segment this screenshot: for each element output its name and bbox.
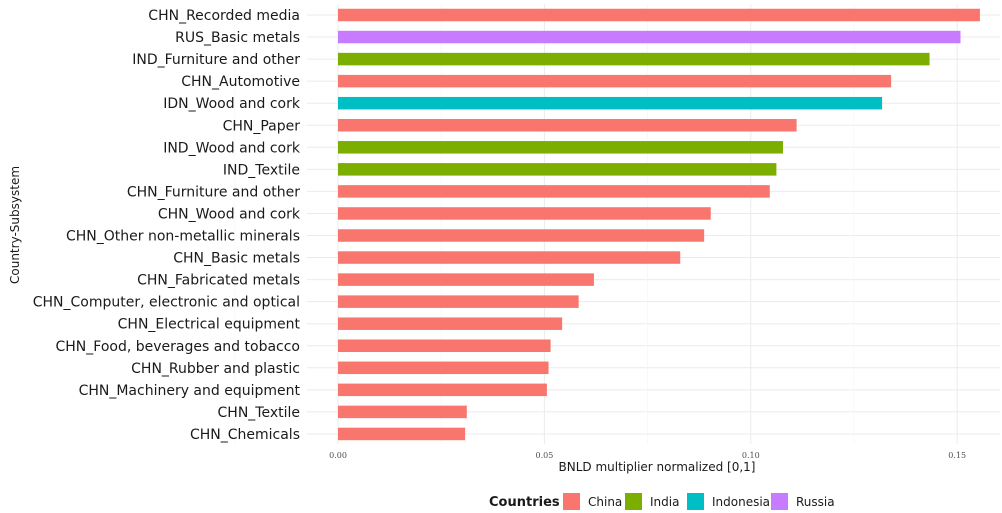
- category-label: CHN_Computer, electronic and optical: [33, 295, 300, 311]
- bar: [338, 229, 705, 242]
- bar: [338, 405, 467, 419]
- category-label: CHN_Food, beverages and tobacco: [56, 339, 301, 355]
- bar: [338, 207, 711, 220]
- bar: [338, 273, 594, 286]
- legend-label: Russia: [796, 495, 835, 509]
- category-label: CHN_Recorded media: [148, 8, 300, 24]
- legend: Countries China India Indonesia Russia: [489, 493, 835, 510]
- category-label: CHN_Paper: [223, 118, 301, 134]
- grid-lines: [234, 4, 1000, 444]
- legend-key: [771, 493, 788, 510]
- legend-key: [687, 493, 704, 510]
- category-label: IND_Furniture and other: [132, 52, 300, 68]
- category-label: CHN_Rubber and plastic: [131, 361, 300, 377]
- bar: [338, 141, 783, 154]
- legend-title: Countries: [489, 495, 560, 510]
- category-label: IND_Textile: [223, 162, 300, 178]
- category-label: CHN_Fabricated metals: [137, 273, 300, 289]
- bar: [338, 317, 563, 330]
- bar: [338, 251, 681, 264]
- bar: [338, 427, 466, 441]
- bar: [338, 361, 549, 375]
- legend-key: [625, 493, 642, 510]
- x-tick-label: 0.15: [948, 451, 966, 460]
- x-tick-label: 0.10: [742, 451, 760, 460]
- category-labels: CHN_Recorded media RUS_Basic metals IND_Fu…: [33, 8, 301, 443]
- bar: [338, 8, 980, 22]
- y-axis-title: Country-Subsystem: [8, 166, 22, 284]
- category-label: IND_Wood and cork: [163, 140, 301, 156]
- bar: [338, 96, 883, 110]
- category-label: IDN_Wood and cork: [163, 96, 301, 112]
- legend-label: Indonesia: [712, 495, 770, 509]
- x-tick-labels: 0.00 0.05 0.10 0.15: [329, 451, 966, 460]
- category-label: CHN_Furniture and other: [127, 184, 300, 200]
- x-axis-title: BNLD multiplier normalized [0,1]: [559, 460, 756, 474]
- category-label: RUS_Basic metals: [175, 30, 300, 46]
- legend-label: India: [650, 495, 679, 509]
- category-label: CHN_Chemicals: [190, 427, 300, 443]
- bar: [338, 119, 797, 132]
- bar-series: [338, 8, 980, 441]
- category-label: CHN_Other non-metallic minerals: [66, 229, 300, 245]
- bar: [338, 383, 547, 397]
- legend-key: [563, 493, 580, 510]
- x-tick-label: 0.05: [535, 451, 553, 460]
- bar: [338, 295, 579, 308]
- x-tick-label: 0.00: [329, 451, 347, 460]
- bar: [338, 74, 892, 88]
- bar: [338, 163, 777, 176]
- bar: [338, 30, 961, 44]
- legend-label: China: [588, 495, 622, 509]
- category-label: CHN_Machinery and equipment: [79, 383, 301, 399]
- category-label: CHN_Textile: [218, 405, 300, 421]
- category-label: CHN_Automotive: [181, 74, 300, 90]
- bar: [338, 339, 551, 352]
- bar: [338, 52, 930, 66]
- category-label: CHN_Electrical equipment: [118, 317, 301, 333]
- bar: [338, 185, 770, 198]
- category-label: CHN_Wood and cork: [158, 206, 301, 222]
- category-label: CHN_Basic metals: [173, 251, 300, 267]
